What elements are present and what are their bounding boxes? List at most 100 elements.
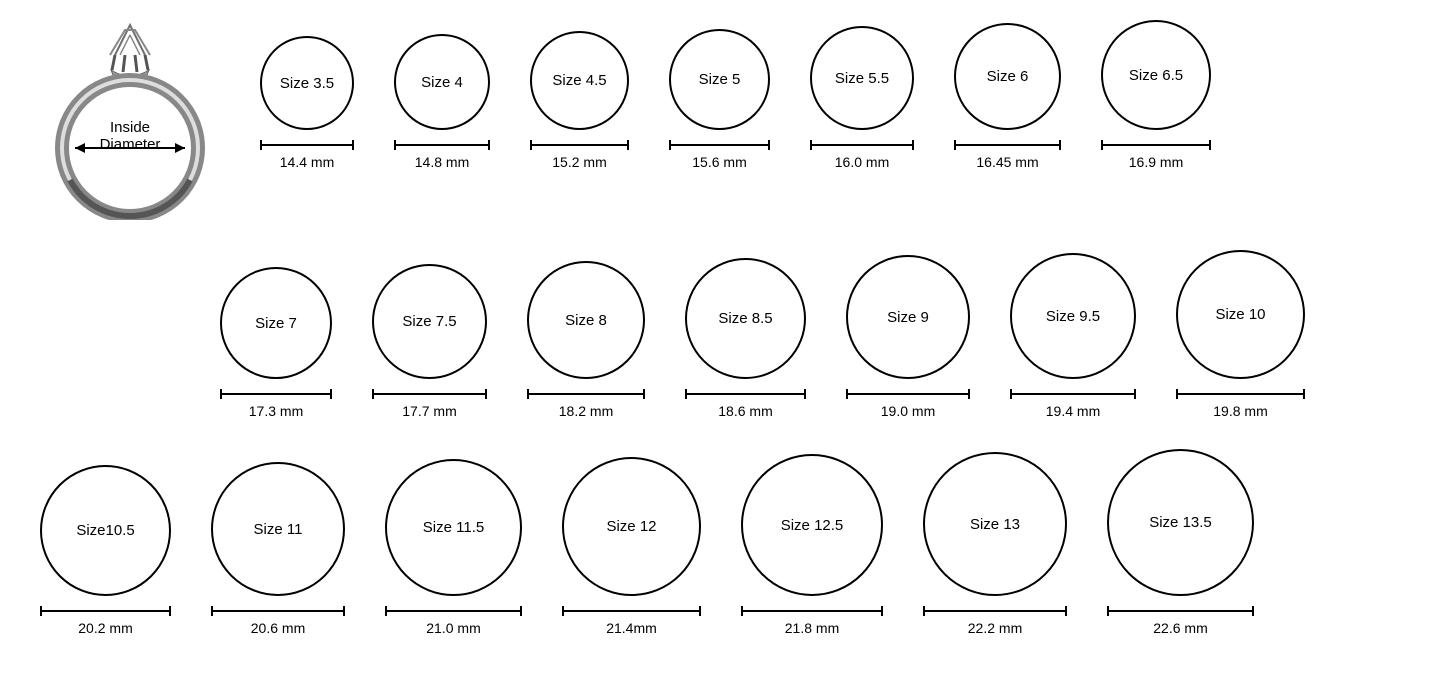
size-circle: Size 6.5 (1101, 20, 1211, 130)
size-circle: Size 4.5 (530, 31, 629, 130)
measure-indicator: 14.4 mm (260, 140, 354, 170)
mm-label: 17.3 mm (249, 403, 303, 419)
mm-label: 20.2 mm (78, 620, 132, 636)
size-cell: Size 8.5 18.6 mm (685, 258, 806, 419)
size-label: Size 5 (699, 71, 741, 88)
size-circle: Size 12 (562, 457, 701, 596)
reference-label-line2: Diameter (100, 136, 161, 153)
size-circle: Size 8 (527, 261, 645, 379)
size-label: Size 9 (887, 309, 929, 326)
ring-reference: Inside Diameter (40, 20, 220, 220)
reference-label-line1: Inside (110, 119, 150, 136)
size-cell: Size 5.5 16.0 mm (810, 26, 914, 170)
measure-bar-icon (1176, 389, 1305, 399)
row-2: Size 7 17.3 mm Size 7.5 17.7 mm Size 818.2 m… (40, 250, 1394, 419)
measure-bar-icon (669, 140, 770, 150)
size-circle: Size 3.5 (260, 36, 354, 130)
size-label: Size 5.5 (835, 70, 889, 87)
size-circle: Size 4 (394, 34, 490, 130)
size-circle: Size 13 (923, 452, 1067, 596)
size-cell: Size 13.522.6 mm (1107, 449, 1254, 636)
size-circle: Size 7.5 (372, 264, 487, 379)
measure-bar-icon (40, 606, 171, 616)
mm-label: 19.0 mm (881, 403, 935, 419)
size-cell: Size 13 22.2 mm (923, 452, 1067, 636)
measure-bar-icon (923, 606, 1067, 616)
size-cell: Size 11 20.6 mm (211, 462, 345, 636)
size-cell: Size10.5 20.2 mm (40, 465, 171, 636)
size-cell: Size 818.2 mm (527, 261, 645, 419)
measure-indicator: 18.6 mm (685, 389, 806, 419)
size-label: Size 11 (254, 521, 303, 538)
mm-label: 16.9 mm (1129, 154, 1183, 170)
size-circle: Size 11 (211, 462, 345, 596)
size-label: Size10.5 (76, 522, 134, 539)
ring-size-chart: Inside Diameter Size 3.5 14.4 mm Size 4 14.… (0, 0, 1434, 690)
measure-bar-icon (211, 606, 345, 616)
size-label: Size 4.5 (552, 72, 606, 89)
measure-bar-icon (685, 389, 806, 399)
measure-bar-icon (741, 606, 883, 616)
size-cell: Size 7.5 17.7 mm (372, 264, 487, 419)
measure-bar-icon (1010, 389, 1136, 399)
size-circle: Size 7 (220, 267, 332, 379)
size-cell: Size 10 19.8 mm (1176, 250, 1305, 419)
mm-label: 21.4mm (606, 620, 657, 636)
size-cell: Size 9.519.4 mm (1010, 253, 1136, 419)
size-label: Size 6.5 (1129, 67, 1183, 84)
size-cell: Size 6.5 16.9 mm (1101, 20, 1211, 170)
measure-indicator: 16.9 mm (1101, 140, 1211, 170)
size-cell: Size 9 19.0 mm (846, 255, 970, 419)
mm-label: 16.45 mm (976, 154, 1038, 170)
size-circle: Size 5.5 (810, 26, 914, 130)
measure-indicator: 15.6 mm (669, 140, 770, 170)
size-label: Size 7 (255, 315, 297, 332)
size-circle: Size 12.5 (741, 454, 883, 596)
size-label: Size 12 (606, 518, 656, 535)
size-label: Size 9.5 (1046, 308, 1100, 325)
measure-bar-icon (260, 140, 354, 150)
mm-label: 17.7 mm (402, 403, 456, 419)
measure-bar-icon (530, 140, 629, 150)
size-circle: Size10.5 (40, 465, 171, 596)
measure-bar-icon (372, 389, 487, 399)
size-cell: Size 3.5 14.4 mm (260, 36, 354, 170)
size-circle: Size 9 (846, 255, 970, 379)
measure-indicator: 14.8 mm (394, 140, 490, 170)
size-circle: Size 10 (1176, 250, 1305, 379)
measure-bar-icon (954, 140, 1061, 150)
size-label: Size 8.5 (718, 310, 772, 327)
mm-label: 16.0 mm (835, 154, 889, 170)
measure-bar-icon (562, 606, 701, 616)
measure-bar-icon (1107, 606, 1254, 616)
size-cell: Size 12 21.4mm (562, 457, 701, 636)
size-label: Size 11.5 (423, 519, 484, 536)
measure-indicator: 19.8 mm (1176, 389, 1305, 419)
row-2-cells: Size 7 17.3 mm Size 7.5 17.7 mm Size 818.2 m… (220, 250, 1305, 419)
measure-bar-icon (846, 389, 970, 399)
row-1: Inside Diameter Size 3.5 14.4 mm Size 4 14.… (40, 20, 1394, 220)
mm-label: 18.6 mm (718, 403, 772, 419)
mm-label: 14.4 mm (280, 154, 334, 170)
size-cell: Size 4.5 15.2 mm (530, 31, 629, 170)
mm-label: 15.2 mm (552, 154, 606, 170)
size-circle: Size 11.5 (385, 459, 522, 596)
size-label: Size 3.5 (280, 75, 334, 92)
measure-indicator: 16.45 mm (954, 140, 1061, 170)
mm-label: 14.8 mm (415, 154, 469, 170)
measure-indicator: 21.0 mm (385, 606, 522, 636)
size-cell: Size 12.521.8 mm (741, 454, 883, 636)
measure-indicator: 17.7 mm (372, 389, 487, 419)
measure-indicator: 20.6 mm (211, 606, 345, 636)
row-3-cells: Size10.5 20.2 mm Size 11 20.6 mm Size 11.5 21… (40, 449, 1254, 636)
measure-bar-icon (385, 606, 522, 616)
size-cell: Size 7 17.3 mm (220, 267, 332, 419)
size-cell: Size 11.5 21.0 mm (385, 459, 522, 636)
measure-bar-icon (527, 389, 645, 399)
size-cell: Size 616.45 mm (954, 23, 1061, 170)
measure-indicator: 22.6 mm (1107, 606, 1254, 636)
measure-indicator: 16.0 mm (810, 140, 914, 170)
mm-label: 22.6 mm (1153, 620, 1207, 636)
mm-label: 22.2 mm (968, 620, 1022, 636)
mm-label: 19.8 mm (1213, 403, 1267, 419)
